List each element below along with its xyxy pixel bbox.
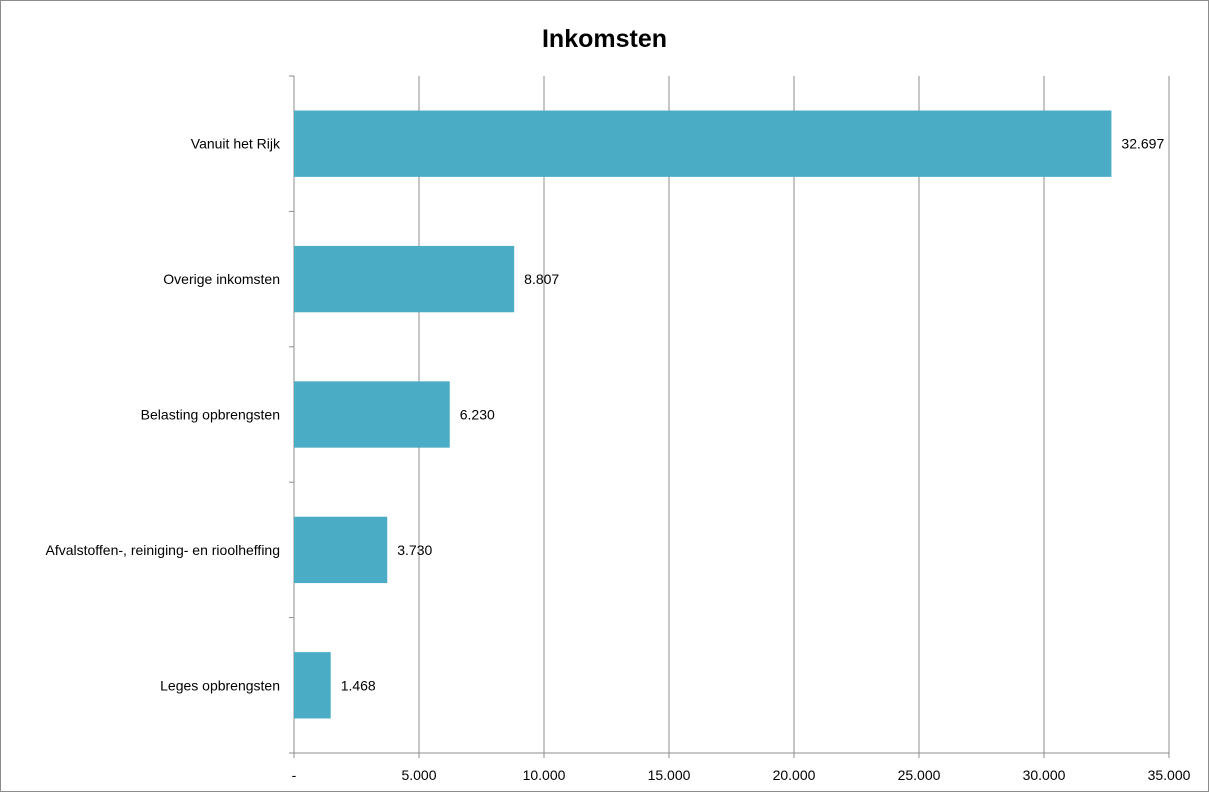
x-tick-label: 20.000 — [773, 767, 816, 783]
bar — [294, 652, 331, 719]
x-tick-label: - — [292, 767, 297, 783]
bar — [294, 516, 388, 584]
category-label: Leges opbrengsten — [160, 677, 280, 693]
data-label: 3.730 — [397, 542, 432, 558]
bar — [294, 381, 450, 448]
x-tick-label: 25.000 — [898, 767, 941, 783]
data-label: 8.807 — [524, 271, 559, 287]
category-label: Overige inkomsten — [163, 271, 280, 287]
category-label: Belasting opbrengsten — [141, 407, 280, 423]
bar — [294, 110, 1112, 177]
category-label: Afvalstoffen-, reiniging- en rioolheffin… — [45, 542, 280, 558]
data-label: 32.697 — [1121, 136, 1164, 152]
category-label: Vanuit het Rijk — [191, 136, 281, 152]
data-label: 1.468 — [341, 677, 376, 693]
x-tick-label: 15.000 — [648, 767, 691, 783]
x-tick-label: 35.000 — [1148, 767, 1191, 783]
bar — [294, 245, 515, 313]
chart-title: Inkomsten — [541, 25, 668, 53]
x-tick-label: 30.000 — [1023, 767, 1066, 783]
data-label: 6.230 — [460, 407, 495, 423]
x-tick-label: 5.000 — [401, 767, 436, 783]
x-tick-label: 10.000 — [523, 767, 566, 783]
